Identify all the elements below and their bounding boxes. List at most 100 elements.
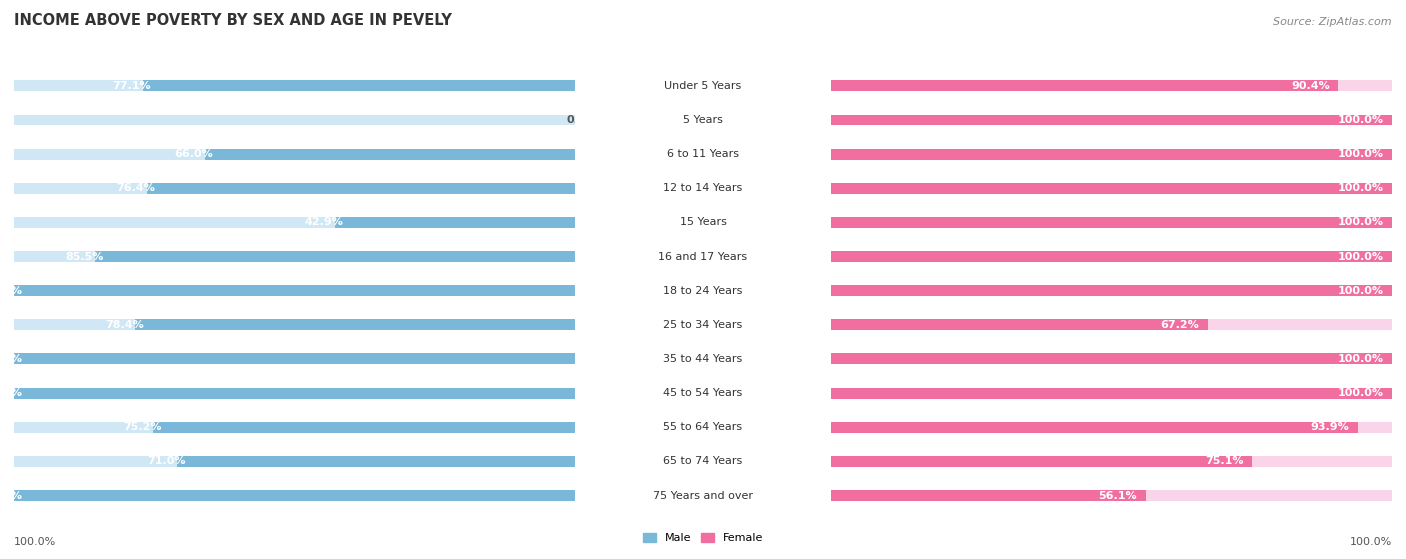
- Text: 35 to 44 Years: 35 to 44 Years: [664, 354, 742, 364]
- Text: 0.0%: 0.0%: [567, 115, 598, 125]
- Text: 100.0%: 100.0%: [1337, 183, 1384, 193]
- Bar: [575, 207, 1406, 238]
- Bar: [0, 480, 575, 511]
- Bar: [831, 456, 1392, 467]
- Text: 76.4%: 76.4%: [117, 183, 155, 193]
- Text: 12 to 14 Years: 12 to 14 Years: [664, 183, 742, 193]
- Text: 77.1%: 77.1%: [112, 81, 150, 91]
- Bar: [831, 387, 1392, 399]
- Bar: [14, 456, 575, 467]
- Bar: [831, 183, 1392, 194]
- Bar: [96, 251, 575, 262]
- Bar: [0, 480, 831, 511]
- Text: 100.0%: 100.0%: [1337, 115, 1384, 125]
- Text: 100.0%: 100.0%: [14, 537, 56, 547]
- Bar: [14, 80, 575, 91]
- Bar: [831, 183, 1392, 194]
- Bar: [0, 207, 575, 238]
- Text: 18 to 24 Years: 18 to 24 Years: [664, 286, 742, 296]
- Bar: [0, 343, 575, 375]
- Bar: [0, 309, 831, 340]
- Text: 100.0%: 100.0%: [1337, 252, 1384, 262]
- Text: 100.0%: 100.0%: [0, 354, 22, 364]
- Bar: [0, 207, 831, 238]
- Text: 25 to 34 Years: 25 to 34 Years: [664, 320, 742, 330]
- Bar: [14, 422, 575, 433]
- Bar: [0, 411, 831, 443]
- Text: 42.9%: 42.9%: [304, 217, 343, 228]
- Text: 100.0%: 100.0%: [0, 490, 22, 500]
- Bar: [0, 105, 831, 136]
- Bar: [0, 309, 575, 340]
- Text: 66.0%: 66.0%: [174, 149, 214, 159]
- Bar: [0, 139, 831, 170]
- Bar: [575, 241, 1406, 272]
- Bar: [831, 456, 1253, 467]
- Text: 55 to 64 Years: 55 to 64 Years: [664, 422, 742, 432]
- Bar: [831, 353, 1392, 364]
- Text: 56.1%: 56.1%: [1098, 490, 1137, 500]
- Bar: [14, 285, 575, 296]
- Bar: [0, 139, 575, 170]
- Text: 100.0%: 100.0%: [1337, 149, 1384, 159]
- Bar: [0, 377, 831, 409]
- Bar: [831, 251, 1392, 262]
- Text: 100.0%: 100.0%: [1337, 388, 1384, 398]
- Bar: [831, 285, 1392, 296]
- Bar: [0, 241, 831, 272]
- Bar: [831, 387, 1392, 399]
- Text: INCOME ABOVE POVERTY BY SEX AND AGE IN PEVELY: INCOME ABOVE POVERTY BY SEX AND AGE IN P…: [14, 13, 451, 28]
- Bar: [205, 149, 575, 159]
- Text: 5 Years: 5 Years: [683, 115, 723, 125]
- Bar: [0, 446, 575, 477]
- Bar: [135, 319, 575, 330]
- Bar: [831, 285, 1392, 296]
- Bar: [575, 343, 1406, 375]
- Bar: [831, 422, 1392, 433]
- Bar: [0, 173, 575, 204]
- Bar: [575, 275, 1406, 306]
- Bar: [831, 490, 1146, 501]
- Text: Under 5 Years: Under 5 Years: [665, 81, 741, 91]
- Bar: [0, 105, 575, 136]
- Text: 75 Years and over: 75 Years and over: [652, 490, 754, 500]
- Bar: [146, 183, 575, 194]
- Bar: [0, 241, 575, 272]
- Bar: [831, 251, 1392, 262]
- Text: 90.4%: 90.4%: [1291, 81, 1330, 91]
- Bar: [831, 217, 1392, 228]
- Text: 15 Years: 15 Years: [679, 217, 727, 228]
- Legend: Male, Female: Male, Female: [638, 528, 768, 548]
- Bar: [14, 319, 575, 330]
- Bar: [831, 422, 1358, 433]
- Bar: [14, 353, 575, 364]
- Bar: [14, 285, 575, 296]
- Bar: [335, 217, 575, 228]
- Bar: [831, 80, 1392, 91]
- Bar: [831, 115, 1392, 125]
- Text: 65 to 74 Years: 65 to 74 Years: [664, 456, 742, 466]
- Text: 71.0%: 71.0%: [146, 456, 186, 466]
- Text: 100.0%: 100.0%: [1337, 286, 1384, 296]
- Bar: [0, 70, 831, 102]
- Bar: [575, 411, 1406, 443]
- Bar: [14, 251, 575, 262]
- Bar: [14, 183, 575, 194]
- Bar: [575, 480, 1406, 511]
- Bar: [831, 353, 1392, 364]
- Bar: [0, 446, 831, 477]
- Bar: [0, 275, 831, 306]
- Bar: [575, 377, 1406, 409]
- Bar: [14, 149, 575, 159]
- Bar: [831, 319, 1392, 330]
- Text: 75.2%: 75.2%: [124, 422, 162, 432]
- Text: 6 to 11 Years: 6 to 11 Years: [666, 149, 740, 159]
- Bar: [0, 275, 575, 306]
- Text: Source: ZipAtlas.com: Source: ZipAtlas.com: [1274, 17, 1392, 27]
- Text: 100.0%: 100.0%: [1350, 537, 1392, 547]
- Bar: [575, 309, 1406, 340]
- Bar: [831, 149, 1392, 159]
- Bar: [831, 319, 1208, 330]
- Bar: [831, 80, 1339, 91]
- Text: 100.0%: 100.0%: [0, 286, 22, 296]
